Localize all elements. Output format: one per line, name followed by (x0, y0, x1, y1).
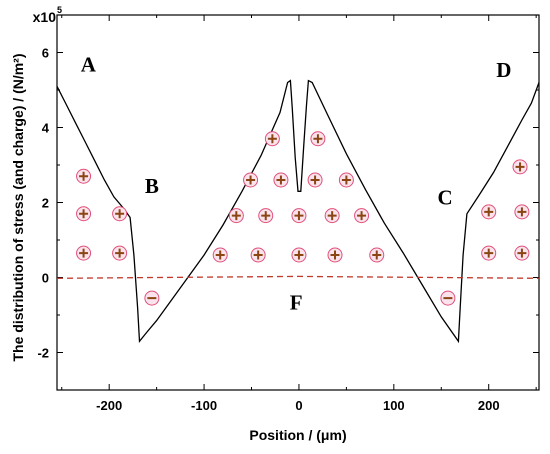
point-label-a: A (81, 52, 97, 76)
x-tick-label: 100 (383, 398, 405, 413)
positive-charge-marker (514, 204, 530, 220)
positive-charge-marker (481, 204, 497, 220)
positive-charge-marker (291, 208, 307, 224)
point-label-f: F (290, 290, 303, 314)
positive-charge-marker (76, 245, 92, 261)
positive-charge-marker (76, 168, 92, 184)
positive-charge-marker (512, 159, 528, 175)
positive-charge-marker (310, 131, 326, 147)
y-scale-exponent: 5 (57, 5, 62, 15)
negative-charge-marker (440, 290, 456, 306)
positive-charge-marker (327, 247, 343, 263)
plot-frame (56, 14, 540, 391)
zero-reference-line (56, 275, 540, 279)
positive-charge-marker (76, 206, 92, 222)
positive-charge-marker (250, 247, 266, 263)
plot-area: -200 -100 0 100 200 -2 0 2 4 6 A B C D F (37, 14, 540, 413)
positive-charge-marker (112, 206, 128, 222)
x-tick-label: 200 (478, 398, 500, 413)
positive-charge-marker (324, 208, 340, 224)
x-axis-title: Position / (μm) (249, 427, 346, 443)
point-label-c: C (437, 185, 452, 209)
y-tick-label: -2 (37, 346, 49, 361)
x-tick-label: -200 (96, 398, 122, 413)
positive-charge-marker (258, 208, 274, 224)
positive-charge-marker (338, 172, 354, 188)
x-tick-label: 0 (295, 398, 302, 413)
point-label-d: D (496, 58, 511, 82)
positive-charge-marker (273, 172, 289, 188)
positive-charge-marker (307, 172, 323, 188)
x-tick-label: -100 (191, 398, 217, 413)
y-scale-label: x10 (33, 9, 57, 25)
y-axis-title: The distribution of stress (and charge) … (10, 53, 26, 361)
positive-charge-marker (112, 245, 128, 261)
positive-charge-marker (264, 131, 280, 147)
positive-charge-marker (291, 247, 307, 263)
y-tick-label: 4 (42, 121, 50, 136)
positive-charge-marker (514, 245, 530, 261)
negative-charge-marker (144, 290, 160, 306)
y-tick-label: 6 (42, 46, 49, 61)
positive-charge-marker (212, 247, 228, 263)
y-tick-label: 0 (42, 271, 49, 286)
positive-charge-marker (228, 208, 244, 224)
positive-charge-marker (481, 245, 497, 261)
positive-charge-marker (369, 247, 385, 263)
positive-charge-marker (354, 208, 370, 224)
y-tick-label: 2 (42, 196, 49, 211)
point-label-b: B (145, 174, 159, 198)
stress-curve (56, 79, 540, 344)
positive-charge-marker (243, 172, 259, 188)
